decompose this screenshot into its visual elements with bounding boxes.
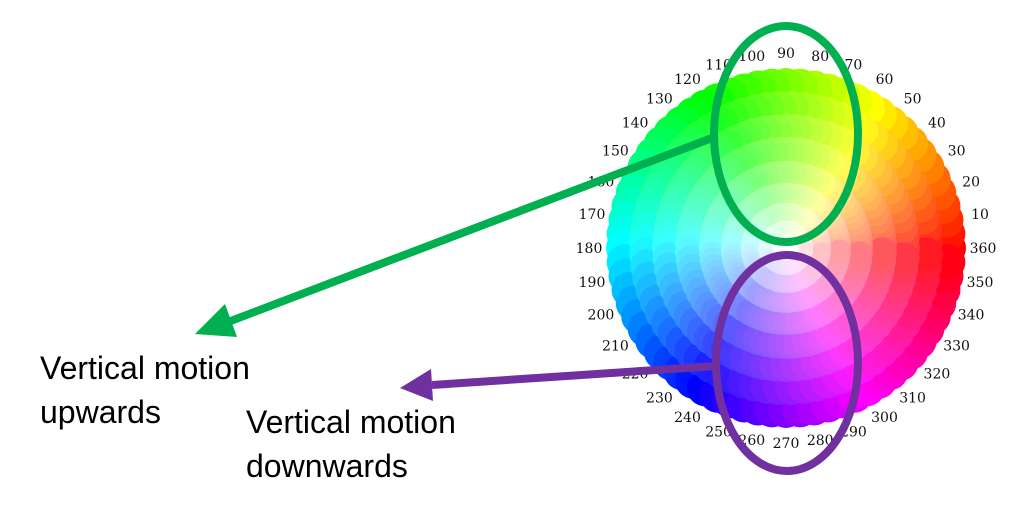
degree-label-280: 280 xyxy=(807,433,834,449)
degree-label-340: 340 xyxy=(958,308,985,324)
degree-label-360: 360 xyxy=(970,241,997,257)
hue-dot xyxy=(799,241,813,256)
degree-label-350: 350 xyxy=(967,275,994,291)
degree-label-40: 40 xyxy=(928,116,946,132)
degree-label-50: 50 xyxy=(904,92,922,108)
degree-label-120: 120 xyxy=(674,72,701,88)
degree-label-150: 150 xyxy=(602,144,629,160)
degree-label-310: 310 xyxy=(899,390,926,406)
degree-label-250: 250 xyxy=(705,424,732,440)
upward-caption: Vertical motion upwards xyxy=(40,346,250,434)
upward-caption-line1: Vertical motion xyxy=(40,350,250,386)
hue-dot xyxy=(828,239,851,262)
upward-arrow-shaft xyxy=(226,134,714,326)
downward-caption-line2: downwards xyxy=(246,448,408,484)
hue-dot xyxy=(866,237,897,268)
degree-label-190: 190 xyxy=(579,275,606,291)
upward-arrow-head xyxy=(195,304,237,337)
degree-label-130: 130 xyxy=(646,92,673,108)
hue-dot xyxy=(846,241,873,268)
degree-label-300: 300 xyxy=(871,410,898,426)
degree-label-100: 100 xyxy=(738,49,765,65)
downward-annotation xyxy=(400,251,862,475)
degree-label-90: 90 xyxy=(777,46,795,62)
degree-label-240: 240 xyxy=(674,410,701,426)
degree-label-230: 230 xyxy=(646,390,673,406)
degree-label-200: 200 xyxy=(588,308,615,324)
degree-label-70: 70 xyxy=(844,58,862,74)
degree-label-210: 210 xyxy=(602,339,629,355)
degree-label-20: 20 xyxy=(962,174,980,190)
degree-label-320: 320 xyxy=(924,366,951,382)
degree-label-170: 170 xyxy=(579,207,606,223)
degree-label-270: 270 xyxy=(773,436,800,452)
downward-arrow-shaft xyxy=(431,362,717,389)
degree-label-30: 30 xyxy=(948,144,966,160)
hue-dot xyxy=(812,242,831,261)
degree-label-330: 330 xyxy=(943,339,970,355)
downward-highlight-ellipse xyxy=(712,251,862,475)
downward-caption-line1: Vertical motion xyxy=(246,404,456,440)
degree-labels: 1020304050607080901001101201301401501601… xyxy=(576,46,997,452)
degree-label-140: 140 xyxy=(622,116,649,132)
downward-caption: Vertical motion downwards xyxy=(246,400,456,488)
degree-label-80: 80 xyxy=(811,49,829,65)
hue-wheel xyxy=(606,68,966,428)
degree-label-60: 60 xyxy=(876,72,894,88)
upward-caption-line2: upwards xyxy=(40,394,161,430)
upward-highlight-ellipse xyxy=(710,22,862,246)
degree-label-10: 10 xyxy=(971,207,989,223)
downward-arrow-head xyxy=(400,369,433,401)
degree-label-180: 180 xyxy=(576,241,603,257)
upward-annotation xyxy=(195,22,862,337)
